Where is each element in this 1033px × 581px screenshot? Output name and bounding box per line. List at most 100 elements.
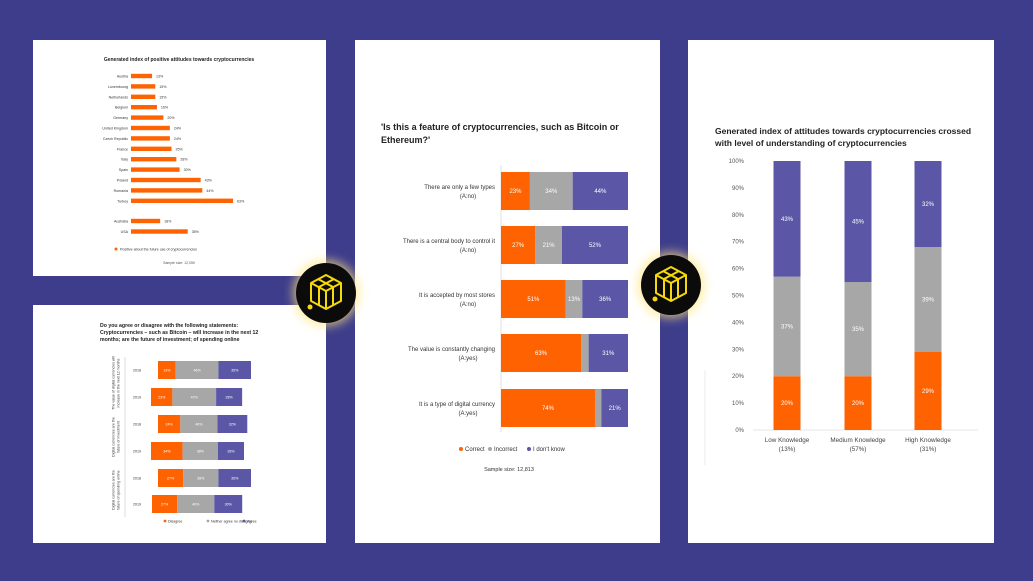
category-label-line-1: Medium Knowledge <box>830 437 886 444</box>
y-tick-label: 70% <box>732 240 745 246</box>
country-label: Czech Republic <box>103 137 128 141</box>
segment-value-label: 13% <box>568 297 581 303</box>
segment-value-label: 45% <box>852 220 865 226</box>
stacked-bar-segment <box>773 276 801 377</box>
segment-value-label: 46% <box>193 369 201 373</box>
stacked-bar-segment <box>501 280 566 318</box>
y-tick-label: 80% <box>732 213 745 219</box>
segment-value-label: 23% <box>509 189 522 195</box>
category-label-line-1: There are only a few types <box>424 185 495 191</box>
crypto-cube-icon <box>296 263 356 323</box>
category-label-line-2: (31%) <box>920 446 937 453</box>
country-bar <box>131 146 172 151</box>
stacked-bar-segment <box>844 282 872 377</box>
segment-value-label: 31% <box>602 351 615 357</box>
category-label-line-2: (13%) <box>779 446 796 453</box>
year-label: 2018 <box>133 477 141 481</box>
segment-value-label: 20% <box>852 401 865 407</box>
legend-label: Correct <box>465 447 485 453</box>
y-tick-label: 50% <box>732 294 745 300</box>
crypto-cube-icon <box>641 255 701 315</box>
stacked-bar-segment <box>529 172 573 210</box>
country-label: Poland <box>117 179 128 183</box>
legend-swatch <box>114 247 118 251</box>
segment-value-label: 51% <box>527 297 540 303</box>
year-label: 2018 <box>133 423 141 427</box>
category-label-line-2: (A:no) <box>460 302 476 308</box>
country-value-label: 44% <box>206 189 214 193</box>
country-bar <box>131 188 203 193</box>
segment-value-label: 38% <box>197 477 205 481</box>
stacked-bar-segment <box>581 334 589 372</box>
segment-value-label: 43% <box>781 217 794 223</box>
segment-value-label: 21% <box>543 243 556 249</box>
category-label-line-2: (A:yes) <box>458 356 477 362</box>
stacked-bar-segment <box>177 495 215 513</box>
segment-value-label: 27% <box>167 477 175 481</box>
stacked-bar-segment <box>218 361 251 379</box>
segment-value-label: 36% <box>599 297 612 303</box>
legend-label: Positive about the future use of cryptoc… <box>120 247 197 251</box>
legend-swatch <box>527 447 531 451</box>
segment-value-label: 27% <box>161 503 169 507</box>
stacked-bar-segment <box>914 161 942 248</box>
segment-value-label: 30% <box>225 503 233 507</box>
category-label-line-1: High Knowledge <box>905 437 951 444</box>
segment-value-label: 34% <box>545 189 558 195</box>
segment-value-label: 39% <box>922 298 935 304</box>
group-label-line-1: The value of digital currencies will <box>112 356 116 410</box>
stacked-bar-segment <box>214 495 243 513</box>
segment-value-label: 74% <box>542 406 555 412</box>
stacked-bar-segment <box>588 334 628 372</box>
country-label: USA <box>121 230 129 234</box>
category-label-line-2: (A:yes) <box>458 411 477 417</box>
group-label-line-2: future of investment <box>117 421 121 453</box>
legend-label: Agree <box>247 519 257 523</box>
stacked-bar-segment <box>151 388 173 406</box>
country-label: Belgium <box>115 106 128 110</box>
country-bar <box>131 73 153 79</box>
country-bar <box>131 167 180 172</box>
country-value-label: 20% <box>167 116 175 120</box>
stacked-bar-segment <box>180 415 218 433</box>
stacked-bar-segment <box>183 469 219 487</box>
stacked-bar-segment <box>182 442 218 460</box>
y-tick-label: 100% <box>729 159 745 165</box>
group-label-line-1: Digital currencies are the <box>112 417 116 457</box>
legend-label: Incorrect <box>494 447 518 453</box>
segment-value-label: 23% <box>158 396 166 400</box>
legend-swatch <box>242 519 246 523</box>
stacked-bar-segment <box>216 388 243 406</box>
segment-value-label: 47% <box>191 396 199 400</box>
segment-value-label: 28% <box>227 450 235 454</box>
legend-swatch <box>206 519 210 523</box>
chart-panel-country-index: Generated index of positive attitudes to… <box>33 40 326 276</box>
agree-disagree-chart: Do you agree or disagree with the follow… <box>100 323 258 523</box>
segment-value-label: 40% <box>195 423 203 427</box>
category-label-line-1: It is a type of digital currency <box>419 402 495 408</box>
chart-title-line-2: with level of understanding of cryptocur… <box>714 138 907 148</box>
sample-size-note: Sample size: 12,059 <box>163 261 195 265</box>
legend-swatch <box>488 447 492 451</box>
segment-value-label: 40% <box>192 503 200 507</box>
segment-value-label: 19% <box>163 369 171 373</box>
crypto-features-chart: 'Is this a feature of cryptocurrencies, … <box>381 122 628 473</box>
stacked-bar-segment <box>572 172 628 210</box>
country-bar <box>131 105 157 110</box>
stacked-bar-segment <box>561 226 628 264</box>
category-label-line-2: (A:no) <box>460 194 476 200</box>
country-bar <box>131 84 156 89</box>
stacked-bar-segment <box>535 226 562 264</box>
country-value-label: 13% <box>156 75 164 79</box>
chart-title: Generated index of positive attitudes to… <box>104 57 255 63</box>
country-value-label: 24% <box>174 137 182 141</box>
country-value-label: 15% <box>159 85 167 89</box>
country-value-label: 30% <box>184 168 192 172</box>
category-label-line-1: There is a central body to control it <box>403 239 495 245</box>
country-label: Luxembourg <box>108 85 128 89</box>
legend-label: I don't know <box>533 447 565 453</box>
y-tick-label: 90% <box>732 186 745 192</box>
segment-value-label: 21% <box>609 406 622 412</box>
group-label-line-1: Digital currencies are the <box>112 470 116 510</box>
country-bar <box>131 218 161 224</box>
